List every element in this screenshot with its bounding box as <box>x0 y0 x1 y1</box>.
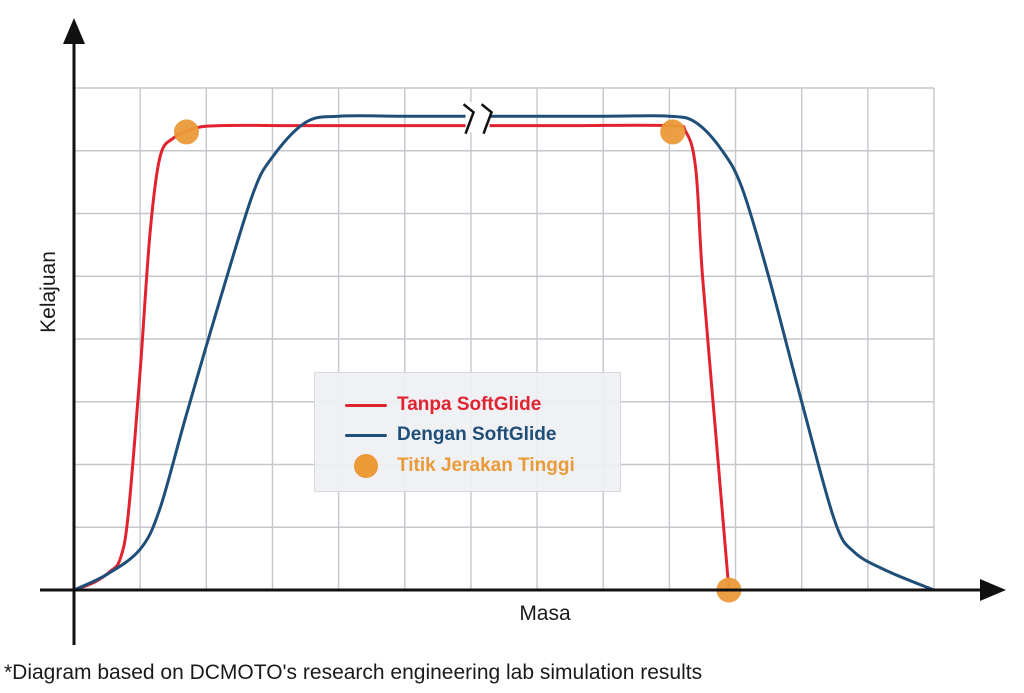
chart-grid <box>74 87 935 590</box>
legend-blue-line-icon <box>345 434 387 437</box>
axis-break-left-icon <box>462 103 476 135</box>
y-axis-arrow-icon <box>63 18 85 44</box>
axis-break <box>462 102 494 135</box>
x-axis-arrow-icon <box>980 579 1006 601</box>
jerk-point-marker <box>173 119 199 145</box>
legend-item-titik: Titik Jerakan Tinggi <box>315 453 620 479</box>
legend-red-line-icon <box>345 404 387 407</box>
series-line-tanpa-softglide <box>72 123 731 592</box>
legend-item-tanpa: Tanpa SoftGlide <box>315 392 620 418</box>
series-layer <box>72 114 936 592</box>
legend-orange-dot-icon <box>354 454 378 478</box>
legend: Tanpa SoftGlide Dengan SoftGlide Titik J… <box>314 372 621 492</box>
legend-label-titik: Titik Jerakan Tinggi <box>397 455 575 476</box>
legend-item-dengan: Dengan SoftGlide <box>315 422 620 448</box>
axis-break-right-icon <box>480 103 494 135</box>
series-line-dengan-softglide <box>72 114 936 592</box>
x-axis-label: Masa <box>519 602 571 625</box>
marker-layer <box>173 119 742 603</box>
chart-axes <box>40 18 1006 645</box>
jerk-point-marker <box>660 119 686 145</box>
legend-label-tanpa: Tanpa SoftGlide <box>397 394 542 415</box>
y-axis-label: Kelajuan <box>37 251 60 333</box>
footnote: *Diagram based on DCMOTO's research engi… <box>4 661 703 684</box>
legend-label-dengan: Dengan SoftGlide <box>397 424 557 445</box>
